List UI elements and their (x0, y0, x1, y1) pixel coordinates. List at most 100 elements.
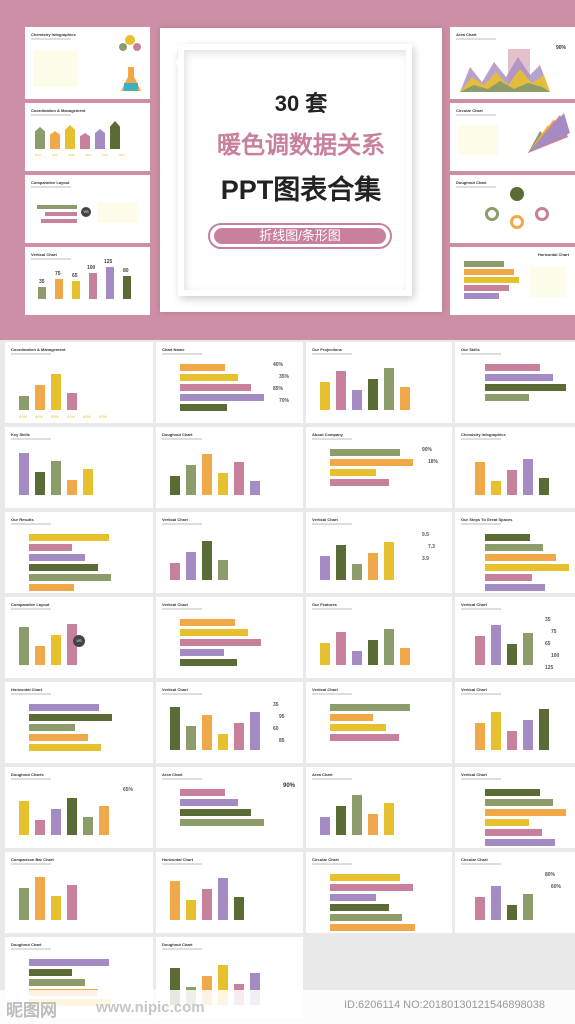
slide-title: About Company (312, 432, 343, 437)
bar (186, 726, 196, 750)
grid-slide[interactable]: Our Results (5, 512, 153, 593)
bar (29, 554, 85, 561)
slide-title: Our Projections (312, 347, 343, 352)
grid-slide[interactable]: Our Skills (455, 342, 575, 423)
thumb-chemistry[interactable]: Chemistry Infographics (25, 27, 150, 99)
bar (485, 364, 540, 371)
bar (51, 374, 61, 410)
bar (29, 564, 98, 571)
grid-slide[interactable]: Our Features (306, 597, 452, 678)
value-label: 85 (279, 738, 285, 744)
grid-slide[interactable]: Vertical Chart (455, 767, 575, 848)
bar (330, 894, 376, 901)
bar (186, 465, 196, 495)
grid-slide[interactable]: Horizontal Chart (5, 682, 153, 763)
bar (234, 897, 244, 920)
bar (485, 564, 569, 571)
grid-slide[interactable]: Coordination & Management 50% 40% 55% 20% 65%… (5, 342, 153, 423)
bar (352, 795, 362, 835)
bar (180, 384, 251, 391)
bar (464, 285, 509, 291)
hero-title-line2: PPT图表合集 (220, 175, 382, 205)
bar (55, 279, 63, 299)
slide-subtitle (162, 608, 202, 610)
bar (180, 619, 235, 626)
grid-slide[interactable]: Vertical Chart (306, 682, 452, 763)
bar (250, 712, 260, 750)
slide-subtitle (162, 778, 202, 780)
grid-slide[interactable]: Vertical Chart 9.5 7.3 3.9 (306, 512, 452, 593)
grid-slide[interactable]: Key Skills (5, 427, 153, 508)
area-chart-graphic (460, 49, 550, 92)
slide-title: Our Steps To Great Spaces (461, 517, 513, 522)
thumb-horizontal[interactable]: Horizontal Chart (450, 247, 575, 315)
bar (250, 481, 260, 495)
bar (336, 371, 346, 410)
grid-slide[interactable]: Circular Chart 80% 60% (455, 852, 575, 933)
thumb-coordination[interactable]: Coordination & Management 50% 40% 55% 20% 65… (25, 103, 150, 171)
bar (202, 889, 212, 920)
bar (170, 968, 180, 1005)
bar (400, 648, 410, 665)
thumb-area-chart[interactable]: Area Chart 90% (450, 27, 575, 99)
grid-slide[interactable]: Chart Name 40% 35% 85% 70% (156, 342, 303, 423)
thumb-comparative[interactable]: Comparative Layout VS (25, 175, 150, 243)
value-label: 65% (123, 787, 134, 793)
grid-slide[interactable]: About Company 90% 18% (306, 427, 452, 508)
grid-slide[interactable]: Doughnut Charts 65% (5, 767, 153, 848)
grid-slide[interactable]: Comparative Layout VS (5, 597, 153, 678)
bar (19, 801, 29, 835)
grid-slide[interactable]: Doughnut Chart (156, 427, 303, 508)
bar (475, 462, 485, 495)
bar (218, 965, 228, 1005)
bar (41, 219, 77, 223)
grid-slide[interactable]: Our Steps To Great Spaces (455, 512, 575, 593)
slide-subtitle (162, 863, 202, 865)
hero-subtitle: 折线图/条形图 (214, 228, 386, 244)
grid-slide[interactable]: Area Chart 90% (156, 767, 303, 848)
grid-slide[interactable]: Area Chart (306, 767, 452, 848)
stat-value: 90% (282, 783, 295, 789)
bar (95, 129, 105, 149)
bar (485, 544, 543, 551)
text-block (97, 203, 137, 223)
slide-subtitle (312, 693, 352, 695)
slide-title: Horizontal Chart (537, 252, 569, 257)
grid-slide[interactable]: Vertical Chart (156, 597, 303, 678)
slide-subtitle (461, 438, 501, 440)
value-label: 125 (545, 665, 554, 671)
grid-slide[interactable]: Horizontal Chart (156, 852, 303, 933)
bar (180, 639, 261, 646)
bar (250, 973, 260, 1005)
grid-slide[interactable]: Vertical Chart 35 95 60 85 (156, 682, 303, 763)
value-label: 85% (273, 386, 284, 392)
grid-slide[interactable]: Our Projections (306, 342, 452, 423)
thumb-doughnut[interactable]: Doughnut Chart (450, 175, 575, 243)
bar (29, 959, 109, 966)
bar (218, 473, 228, 495)
thumb-vertical[interactable]: Vertical Chart 35 75 65 100 125 80 (25, 247, 150, 315)
value-label: 9.5 (422, 532, 429, 538)
bar (218, 878, 228, 920)
bar (485, 584, 545, 591)
grid-slide[interactable]: Vertical Chart (156, 512, 303, 593)
grid-slide[interactable]: Chemistry Infographics (455, 427, 575, 508)
slide-title: Vertical Chart (461, 772, 487, 777)
bar (202, 454, 212, 495)
bar (29, 544, 72, 551)
bar (80, 133, 90, 149)
bar (485, 374, 553, 381)
slide-title: Comparative Layout (31, 180, 70, 185)
grid-slide[interactable]: Circular Chart (306, 852, 452, 933)
grid-slide[interactable]: Vertical Chart (455, 682, 575, 763)
grid-slide[interactable]: Vertical Chart 35 75 65 100 125 (455, 597, 575, 678)
slide-subtitle (11, 948, 51, 950)
bar (186, 900, 196, 920)
thumb-circular[interactable]: Circular Chart (450, 103, 575, 171)
grid-slide[interactable]: Comparison Bar Chart (5, 852, 153, 933)
bar (336, 632, 346, 665)
slide-subtitle (312, 778, 352, 780)
bar (19, 888, 29, 920)
bar (330, 874, 400, 881)
bar (485, 819, 529, 826)
